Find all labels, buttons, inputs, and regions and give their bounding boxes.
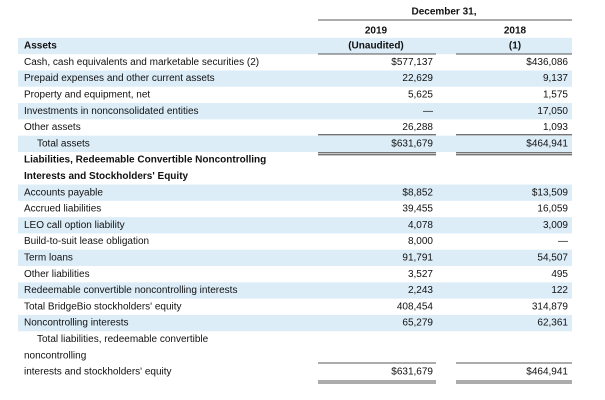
row-shade bbox=[18, 249, 572, 267]
row-label: Accrued liabilities bbox=[24, 204, 101, 215]
cell-value: $631,679 bbox=[391, 367, 433, 378]
row-shade bbox=[18, 217, 572, 234]
cell-value: $8,852 bbox=[402, 187, 433, 198]
cell-value: 91,791 bbox=[402, 253, 433, 264]
cell-value: — bbox=[558, 236, 568, 247]
row-label: Noncontrolling interests bbox=[24, 318, 129, 329]
row-shade bbox=[18, 103, 572, 120]
cell-value: $631,679 bbox=[391, 138, 433, 149]
row-label: LEO call option liability bbox=[24, 220, 125, 231]
cell-value: 26,288 bbox=[402, 122, 433, 133]
row-label: interests and stockholders' equity bbox=[24, 367, 172, 378]
cell-value: 62,361 bbox=[537, 318, 568, 329]
cell-value: $577,137 bbox=[391, 57, 433, 68]
cell-value: 9,137 bbox=[543, 73, 568, 84]
cell-value: 39,455 bbox=[402, 204, 433, 215]
cell-value: 314,879 bbox=[532, 301, 569, 312]
cell-value: $464,941 bbox=[526, 138, 568, 149]
row-shade bbox=[18, 184, 572, 201]
row-shade bbox=[18, 70, 572, 87]
row-label: Total BridgeBio stockholders' equity bbox=[24, 301, 182, 312]
cell-value: — bbox=[423, 106, 433, 117]
row-label: Other liabilities bbox=[24, 269, 90, 280]
cell-value: 122 bbox=[551, 285, 568, 296]
row-label: Investments in nonconsolidated entities bbox=[24, 106, 199, 117]
cell-value: $464,941 bbox=[526, 367, 568, 378]
cell-value: 1,093 bbox=[543, 122, 568, 133]
cell-value: 1,575 bbox=[543, 90, 568, 101]
cell-value: 2,243 bbox=[408, 285, 433, 296]
year: 2018 bbox=[504, 26, 527, 37]
section-label: Interests and Stockholders' Equity bbox=[24, 171, 189, 182]
cell-value: 495 bbox=[551, 269, 568, 280]
cell-value: 3,527 bbox=[408, 269, 433, 280]
row-label: Total liabilities, redeemable convertibl… bbox=[37, 334, 209, 345]
year: 2019 bbox=[365, 26, 388, 37]
cell-value: 4,078 bbox=[408, 220, 433, 231]
cell-value: $13,509 bbox=[532, 187, 569, 198]
cell-value: 5,625 bbox=[408, 90, 433, 101]
row-label: Prepaid expenses and other current asset… bbox=[24, 73, 215, 84]
cell-value: 3,009 bbox=[543, 220, 568, 231]
row-label: Redeemable convertible noncontrolling in… bbox=[24, 285, 237, 296]
section-label: Liabilities, Redeemable Convertible Nonc… bbox=[24, 155, 266, 166]
cell-value: 54,507 bbox=[537, 253, 568, 264]
row-label: Term loans bbox=[24, 253, 73, 264]
row-shade bbox=[18, 314, 572, 332]
cell-value: 22,629 bbox=[402, 73, 433, 84]
cell-value: $436,086 bbox=[526, 57, 568, 68]
cell-value: 17,050 bbox=[537, 106, 568, 117]
row-label: Total assets bbox=[37, 138, 90, 149]
row-shade bbox=[18, 135, 572, 152]
row-label: Accounts payable bbox=[24, 187, 103, 198]
note: (1) bbox=[509, 41, 521, 52]
row-label: Cash, cash equivalents and marketable se… bbox=[24, 57, 259, 68]
header-date: December 31, bbox=[411, 7, 476, 18]
row-shade bbox=[18, 282, 572, 299]
note: (Unaudited) bbox=[348, 41, 404, 52]
row-label: Build-to-suit lease obligation bbox=[24, 236, 149, 247]
section-label: Assets bbox=[24, 41, 57, 52]
cell-value: 16,059 bbox=[537, 204, 568, 215]
row-label: Property and equipment, net bbox=[24, 90, 150, 101]
row-shade bbox=[18, 37, 572, 55]
cell-value: 408,454 bbox=[397, 301, 434, 312]
row-label: noncontrolling bbox=[24, 350, 86, 361]
cell-value: 8,000 bbox=[408, 236, 433, 247]
cell-value: 65,279 bbox=[402, 318, 433, 329]
row-label: Other assets bbox=[24, 122, 81, 133]
